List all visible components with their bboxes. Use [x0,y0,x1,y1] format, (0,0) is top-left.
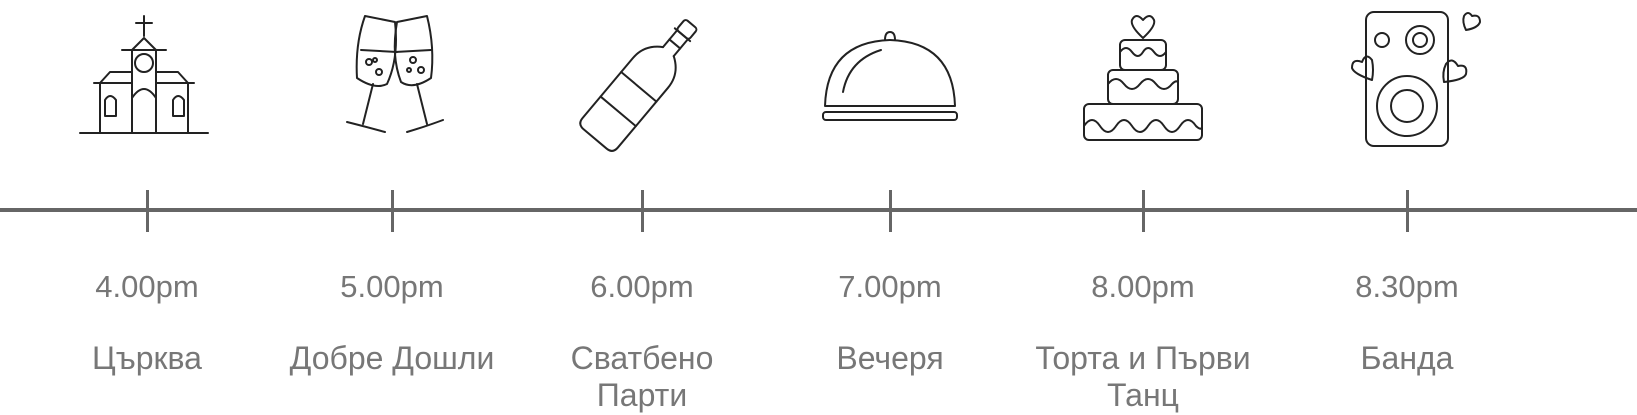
event-label: Банда [1360,340,1454,376]
event-time: 8.30pm [1355,269,1459,304]
timeline-tick [888,190,892,232]
champagne-glasses-icon [317,8,467,153]
timeline-event: 5.00pm Добре Дошли [262,0,522,415]
event-label: Сватбено Парти [570,340,714,413]
speaker-icon [1332,8,1482,153]
timeline-axis [0,208,1637,212]
timeline-event: 4.00pm Църква [17,0,277,415]
timeline-tick [145,190,149,232]
timeline-tick [390,190,394,232]
champagne-bottle-icon [567,8,717,153]
timeline-tick [1141,190,1145,232]
timeline-event: 8.30pm Банда [1277,0,1537,415]
church-icon [72,8,222,153]
timeline-event: 7.00pm Вечеря [760,0,1020,415]
event-label: Църква [92,340,202,376]
timeline-tick [1405,190,1409,232]
timeline-tick [640,190,644,232]
serving-cloche-icon [815,8,965,153]
event-time: 7.00pm [838,269,942,304]
event-label: Торта и Първи Танц [1035,340,1251,413]
timeline-event: 8.00pm Торта и Първи Танц [1013,0,1273,415]
timeline-event: 6.00pm Сватбено Парти [512,0,772,415]
event-time: 4.00pm [95,269,199,304]
event-time: 5.00pm [340,269,444,304]
event-label: Добре Дошли [289,340,495,376]
wedding-cake-icon [1068,8,1218,153]
event-label: Вечеря [836,340,944,376]
event-time: 8.00pm [1091,269,1195,304]
event-time: 6.00pm [590,269,694,304]
